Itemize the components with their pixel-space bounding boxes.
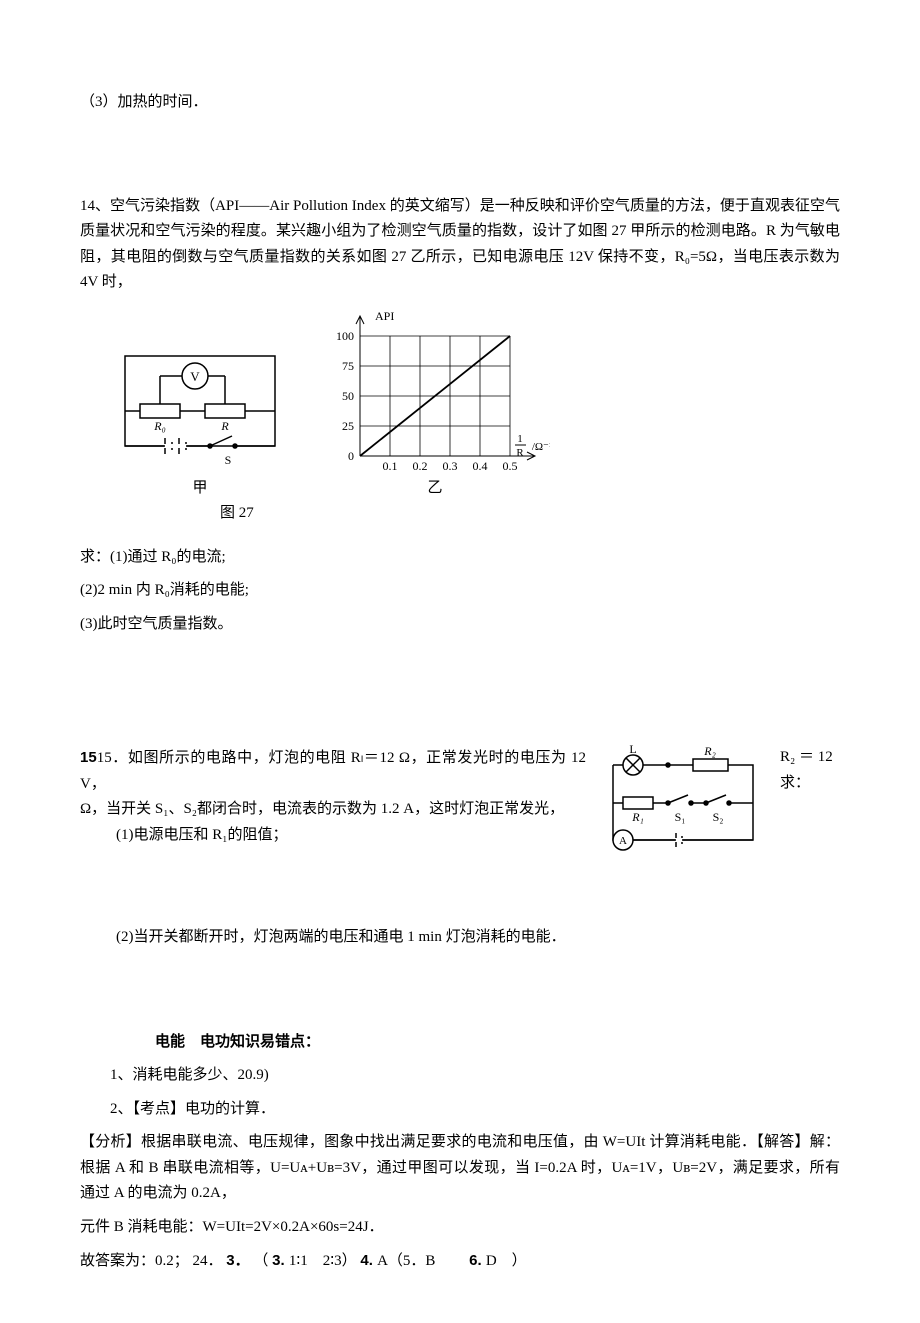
s2-label: S₂	[713, 810, 724, 824]
ytick-25: 25	[342, 419, 354, 433]
q14-text: 14、空气污染指数（API——Air Pollution Index 的英文缩写…	[80, 194, 840, 296]
spacer	[80, 527, 840, 545]
r1-label: R₁	[631, 810, 644, 824]
ans-b1: 3．	[226, 1252, 249, 1269]
ytick-75: 75	[342, 359, 354, 373]
q15-sub1: (1)电源电压和 R₁的阻值；	[80, 823, 586, 849]
q15-num: 15	[80, 749, 97, 766]
s1-label: S₁	[675, 810, 686, 824]
ans-p3: A（5．B	[377, 1253, 465, 1269]
answers-title: 电能 电功知识易错点：	[155, 1033, 320, 1050]
ans-p4: D ）	[486, 1253, 527, 1269]
spacer	[80, 855, 840, 925]
answer-analysis: 【分析】根据串联电流、电压规律，图象中找出满足要求的电流和电压值，由 W=UIt…	[80, 1130, 840, 1207]
q15-line2b: 求：	[780, 771, 840, 797]
ytick-100: 100	[336, 329, 354, 343]
ans-b4: 6.	[469, 1252, 486, 1269]
r0-label: R₀	[153, 419, 166, 433]
ytick-0: 0	[348, 449, 354, 463]
xtick-5: 0.5	[503, 459, 518, 473]
q14-chart-yi: 0 25 50 75 100 0.1 0.2 0.3 0.4 0.5 API 1…	[320, 306, 550, 476]
x-axis-frac-bot: R	[516, 447, 524, 459]
ans-b3: 4.	[360, 1252, 377, 1269]
xtick-3: 0.3	[443, 459, 458, 473]
spacer	[80, 124, 840, 194]
q14-ask-1: 求：(1)通过 R₀的电流;	[80, 545, 840, 571]
x-axis-frac-top: 1	[517, 433, 523, 445]
switch-label: S	[225, 453, 232, 467]
yi-label: 乙	[320, 476, 550, 502]
ans-prefix: 故答案为：0.2； 24．	[80, 1253, 223, 1269]
xtick-2: 0.2	[413, 459, 428, 473]
q15-block: 1515．如图所示的电路中，灯泡的电阻 Rₗ＝12 Ω，正常发光时的电压为 12…	[80, 745, 840, 855]
q14-ask-3: (3)此时空气质量指数。	[80, 612, 840, 638]
r-label: R	[220, 419, 229, 433]
answer-final: 故答案为：0.2； 24． 3． （ 3. 1∶1 2∶3） 4. A（5．B …	[80, 1248, 840, 1275]
q15-line1b: R₂ ＝ 12	[780, 745, 840, 771]
r2-label: R₂	[703, 745, 716, 758]
ans-p1: （	[253, 1253, 268, 1269]
q14-circuit-jia: V R₀ R S	[110, 316, 290, 476]
q15-sub2: (2)当开关都断开时，灯泡两端的电压和通电 1 min 灯泡消耗的电能．	[80, 925, 840, 951]
q15-circuit: L R₂ R₁ S₁ S₂ A	[598, 745, 768, 855]
q13-item-3: （3）加热的时间．	[80, 90, 840, 116]
x-axis-unit: /Ω⁻¹	[532, 441, 550, 453]
spacer	[80, 959, 840, 1029]
lamp-label: L	[629, 745, 636, 756]
ytick-50: 50	[342, 389, 354, 403]
xtick-4: 0.4	[473, 459, 488, 473]
ans-b2: 3.	[272, 1252, 289, 1269]
ammeter-label: A	[619, 835, 627, 847]
q15-line2a: Ω，当开关 S₁、S₂都闭合时，电流表的示数为 1.2 A，这时灯泡正常发光，	[80, 797, 586, 823]
q14-figures: V R₀ R S	[110, 306, 840, 476]
xtick-1: 0.1	[383, 459, 398, 473]
q15-line1a: 15．如图所示的电路中，灯泡的电阻 Rₗ＝12 Ω，正常发光时的电压为 12 V…	[80, 750, 586, 792]
jia-label: 甲	[110, 476, 290, 502]
answer-1: 1、消耗电能多少、20.9)	[80, 1063, 840, 1089]
answer-calc: 元件 B 消耗电能：W=UIt=2V×0.2A×60s=24J．	[80, 1215, 840, 1241]
fig27-label: 图 27	[220, 501, 840, 527]
q14-fig-labels: 甲 乙	[110, 476, 840, 502]
q14-ask-2: (2)2 min 内 R₀消耗的电能;	[80, 578, 840, 604]
spacer	[80, 715, 840, 745]
voltmeter-label: V	[190, 369, 200, 384]
y-axis-label: API	[375, 309, 394, 323]
answer-2: 2、【考点】电功的计算．	[80, 1097, 840, 1123]
spacer	[80, 645, 840, 715]
ans-p2: 1∶1 2∶3）	[289, 1253, 357, 1269]
